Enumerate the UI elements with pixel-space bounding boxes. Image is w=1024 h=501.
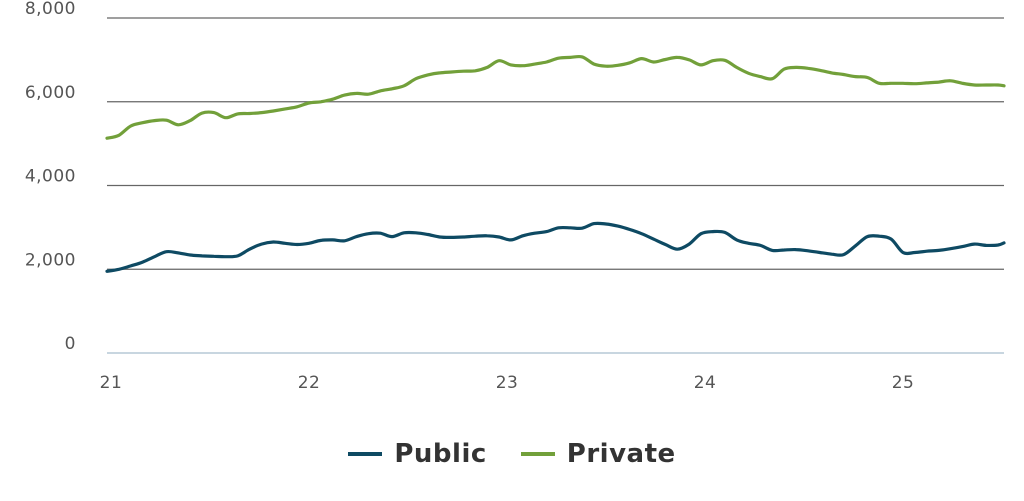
x-tick-label: 23 (496, 373, 519, 393)
legend-item-private: Private (520, 439, 676, 469)
x-tick-label: 22 (298, 373, 321, 393)
legend-swatch-public (348, 452, 383, 456)
legend-swatch-private (520, 452, 555, 456)
line-chart: 0 2,000 4,000 6,000 8,000 21 22 23 24 25 (25, 0, 1006, 393)
x-axis-tick-labels: 21 22 23 24 25 (100, 373, 915, 393)
gridlines (107, 17, 1004, 354)
y-tick-label: 6,000 (25, 83, 76, 103)
y-axis-tick-labels: 0 2,000 4,000 6,000 8,000 (25, 0, 76, 354)
legend: Public Private (0, 432, 1024, 476)
legend-label-private: Private (566, 439, 676, 469)
series-lines (105, 54, 1006, 273)
y-tick-label: 2,000 (25, 250, 76, 270)
legend-item-public: Public (348, 439, 486, 469)
series-line-private (105, 54, 1006, 140)
y-tick-label: 0 (65, 334, 76, 354)
series-line-public (105, 221, 1006, 273)
x-tick-label: 25 (892, 373, 915, 393)
y-tick-label: 8,000 (25, 0, 76, 19)
x-tick-label: 24 (694, 373, 717, 393)
y-tick-label: 4,000 (25, 167, 76, 187)
x-tick-label: 21 (100, 373, 123, 393)
legend-label-public: Public (394, 439, 487, 469)
